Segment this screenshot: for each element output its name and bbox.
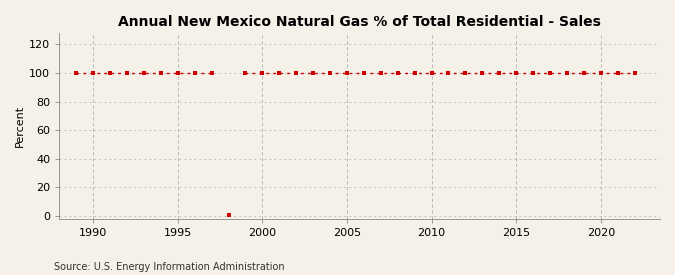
Y-axis label: Percent: Percent <box>15 105 25 147</box>
Title: Annual New Mexico Natural Gas % of Total Residential - Sales: Annual New Mexico Natural Gas % of Total… <box>118 15 601 29</box>
Text: Source: U.S. Energy Information Administration: Source: U.S. Energy Information Administ… <box>54 262 285 272</box>
